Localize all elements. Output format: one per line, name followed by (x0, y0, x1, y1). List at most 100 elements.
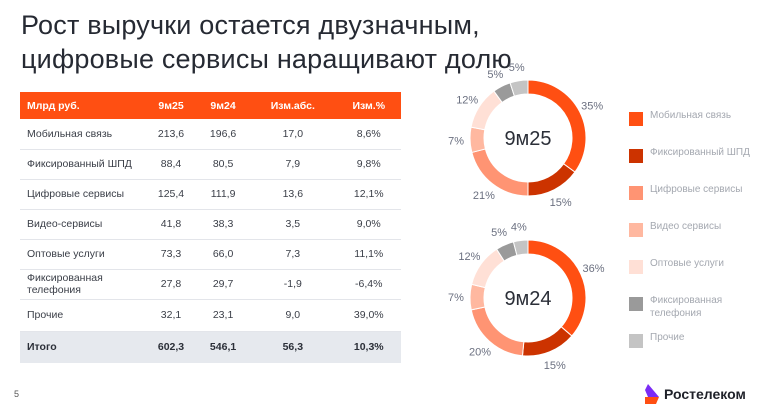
page-number: 5 (14, 389, 20, 399)
legend-item-mobile: Мобильная связь (629, 110, 758, 147)
row-name: Фиксированная телефония (20, 269, 145, 300)
table-row: Оптовые услуги 73,3 66,0 7,3 11,1% (20, 239, 401, 270)
segment-label: 15% (550, 197, 572, 209)
segment-label: 36% (582, 263, 604, 275)
donut-segment (527, 163, 576, 197)
segment-label: 12% (456, 94, 478, 106)
legend-item-digital: Цифровые сервисы (629, 184, 758, 221)
segment-label: 7% (448, 292, 464, 304)
donut-chart-9m24: 36% 15% 20% 7% 12% 5% 4% 9м24 (448, 222, 605, 372)
legend-item-telephony: Фиксированная телефония (629, 295, 758, 332)
segment-label: 12% (458, 251, 480, 263)
cell-pct: 11,1% (336, 239, 401, 270)
cell-9m25: 27,8 (145, 269, 198, 300)
cell-pct: 12,1% (336, 179, 401, 210)
donut-segment (469, 126, 486, 154)
donut-segment (512, 239, 529, 257)
table-row: Фиксированная телефония 27,8 29,7 -1,9 -… (20, 269, 401, 300)
cell-9m24: 29,7 (197, 269, 250, 300)
table-row: Цифровые сервисы 125,4 111,9 13,6 12,1% (20, 179, 401, 210)
cell-abs: 17,0 (249, 119, 337, 150)
cell-9m25: 88,4 (145, 149, 198, 180)
cell-abs: 3,5 (249, 209, 337, 240)
cell-pct: 9,0% (336, 209, 401, 240)
row-name: Видео-сервисы (20, 209, 145, 240)
cell-abs: 9,0 (249, 299, 337, 332)
legend-label: Мобильная связь (650, 110, 732, 121)
cell-pct: 9,8% (336, 149, 401, 180)
donut-segment (509, 79, 529, 97)
segment-label: 20% (469, 347, 491, 359)
cell-abs: -1,9 (249, 269, 337, 300)
chart-legend: Мобильная связь Фиксированный ШПД Цифров… (629, 110, 758, 350)
table-total-row: Итого 602,3 546,1 56,3 10,3% (20, 331, 401, 363)
legend-swatch (629, 149, 643, 163)
table-header-row: Млрд руб. 9м25 9м24 Изм.абс. Изм.% (20, 92, 401, 119)
segment-label: 5% (509, 62, 525, 74)
legend-item-video: Видео сервисы (629, 221, 758, 258)
cell-pct: -6,4% (336, 269, 401, 300)
header-abs-change: Изм.абс. (249, 92, 337, 119)
segment-label: 4% (511, 222, 527, 234)
cell-pct: 8,6% (336, 119, 401, 150)
total-abs: 56,3 (249, 331, 337, 363)
table-row: Мобильная связь 213,6 196,6 17,0 8,6% (20, 119, 401, 150)
donut-center-label: 9м25 (504, 128, 551, 150)
legend-label: Фиксированный ШПД (650, 147, 750, 158)
donut-segment (469, 283, 486, 311)
row-name: Цифровые сервисы (20, 179, 145, 210)
segment-label: 15% (544, 360, 566, 372)
row-name: Прочие (20, 299, 145, 332)
legend-swatch (629, 297, 643, 311)
cell-9m25: 41,8 (145, 209, 198, 240)
cell-abs: 7,9 (249, 149, 337, 180)
cell-9m24: 196,6 (197, 119, 250, 150)
segment-label: 21% (473, 190, 495, 202)
cell-9m24: 23,1 (197, 299, 250, 332)
donut-segment (527, 79, 587, 173)
cell-9m25: 32,1 (145, 299, 198, 332)
segment-label: 35% (581, 100, 603, 112)
legend-label: Цифровые сервисы (650, 184, 743, 195)
revenue-table: Млрд руб. 9м25 9м24 Изм.абс. Изм.% Мобил… (20, 92, 401, 363)
legend-label: Видео сервисы (650, 221, 722, 232)
header-pct-change: Изм.% (336, 92, 401, 119)
donut-center-label: 9м24 (504, 288, 551, 310)
header-unit: Млрд руб. (20, 92, 145, 119)
total-9m24: 546,1 (197, 331, 250, 363)
logo-mark-icon (645, 384, 659, 404)
legend-label: Фиксированная телефония (650, 295, 723, 319)
legend-item-other: Прочие (629, 332, 758, 350)
cell-9m25: 213,6 (145, 119, 198, 150)
header-9m25: 9м25 (145, 92, 198, 119)
cell-9m24: 111,9 (197, 179, 250, 210)
total-pct: 10,3% (336, 331, 401, 363)
cell-9m24: 38,3 (197, 209, 250, 240)
legend-swatch (629, 334, 643, 348)
table-row: Фиксированный ШПД 88,4 80,5 7,9 9,8% (20, 149, 401, 180)
legend-swatch (629, 186, 643, 200)
cell-9m24: 66,0 (197, 239, 250, 270)
row-name: Оптовые услуги (20, 239, 145, 270)
legend-swatch (629, 260, 643, 274)
legend-label: Оптовые услуги (650, 258, 725, 269)
page-title: Рост выручки остается двузначным, цифров… (21, 10, 512, 74)
cell-abs: 13,6 (249, 179, 337, 210)
legend-swatch (629, 112, 643, 126)
total-9m25: 602,3 (145, 331, 198, 363)
row-name: Фиксированный ШПД (20, 149, 145, 180)
legend-item-wholesale: Оптовые услуги (629, 258, 758, 295)
header-9m24: 9м24 (197, 92, 250, 119)
total-name: Итого (20, 331, 145, 363)
cell-pct: 39,0% (336, 299, 401, 332)
donut-segment (521, 326, 573, 357)
segment-label: 7% (448, 135, 464, 147)
legend-swatch (629, 223, 643, 237)
cell-abs: 7,3 (249, 239, 337, 270)
cell-9m25: 125,4 (145, 179, 198, 210)
segment-label: 5% (491, 227, 507, 239)
segment-label: 5% (487, 69, 503, 81)
legend-label: Прочие (650, 332, 685, 343)
donut-chart-9m25: 35% 15% 21% 7% 12% 5% 5% 9м25 (448, 62, 603, 209)
cell-9m24: 80,5 (197, 149, 250, 180)
